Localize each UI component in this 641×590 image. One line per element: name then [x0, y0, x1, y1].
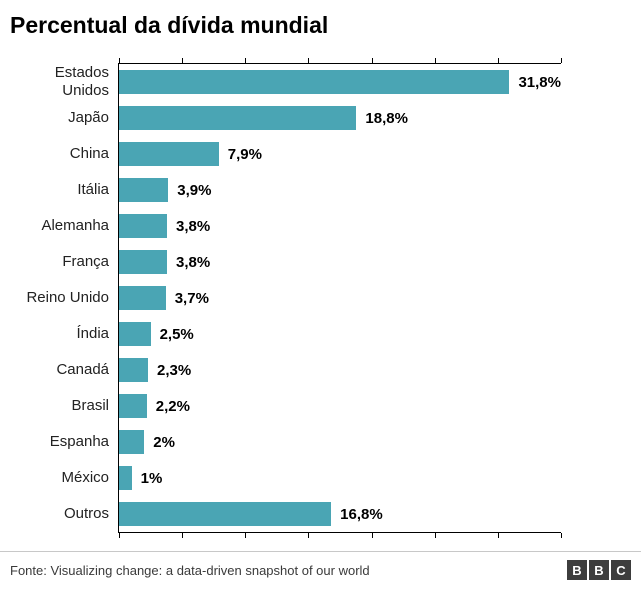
bar [119, 358, 149, 382]
axis-tick [119, 58, 120, 63]
chart-row: Canadá 2,3% [56, 352, 561, 388]
axis-tick [308, 58, 310, 63]
bbc-logo-block-b2: B [589, 560, 609, 580]
category-label: Brasil [71, 397, 109, 414]
category-label: Estados Unidos [54, 64, 109, 99]
chart-row: Índia 2,5% [76, 316, 561, 352]
value-label: 3,9% [177, 181, 212, 199]
bar [119, 394, 147, 418]
category-label: Itália [77, 181, 109, 198]
value-label: 2,3% [157, 361, 192, 379]
bar [119, 430, 145, 454]
bar [119, 178, 169, 202]
value-label: 3,8% [175, 217, 211, 235]
bbc-logo-block-c: C [611, 560, 631, 580]
axis-tick [434, 533, 436, 538]
axis-tick [497, 58, 499, 63]
chart-row: China 7,9% [70, 136, 561, 172]
axis-tick [182, 58, 184, 63]
category-label: Canadá [56, 361, 109, 378]
bar-chart: Estados Unidos 31,8% Japão 18,8% China 7,9% It… [0, 58, 641, 538]
axis-tick [497, 533, 499, 538]
value-label: 18,8% [365, 109, 408, 127]
bar [119, 322, 151, 346]
value-label: 3,8% [175, 253, 211, 271]
chart-row: Alemanha 3,8% [41, 208, 561, 244]
footer: Fonte: Visualizing change: a data-driven… [0, 551, 641, 580]
axis-tick [371, 533, 373, 538]
value-label: 2,5% [159, 325, 194, 343]
chart-row: Outros 16,8% [64, 496, 561, 532]
bbc-logo-block-b1: B [567, 560, 587, 580]
chart-rows: Estados Unidos 31,8% Japão 18,8% China 7,9% It… [26, 58, 562, 538]
axis-tick [561, 533, 562, 538]
value-label: 16,8% [340, 505, 383, 523]
axis-tick [119, 533, 120, 538]
category-label: Alemanha [41, 217, 109, 234]
chart-title: Percentual da dívida mundial [10, 12, 329, 38]
axis-tick [245, 533, 247, 538]
source-text: Fonte: Visualizing change: a data-driven… [10, 562, 370, 578]
category-label: Outros [63, 505, 109, 522]
axis-tick [182, 533, 184, 538]
axis-tick [561, 58, 562, 63]
value-label: 1% [140, 469, 163, 487]
chart-row: México 1% [61, 460, 561, 496]
value-label: 2% [153, 433, 175, 451]
category-label: Índia [76, 325, 109, 342]
chart-row: Japão 18,8% [68, 100, 561, 136]
category-label: Espanha [49, 433, 109, 450]
axis-tick [308, 533, 310, 538]
bar [119, 142, 219, 166]
chart-row: Estados Unidos 31,8% [55, 64, 561, 100]
value-label: 31,8% [518, 73, 561, 91]
chart-row: Itália 3,9% [77, 172, 561, 208]
bar [119, 502, 332, 526]
chart-row: Espanha 2% [50, 424, 561, 460]
chart-row: Brasil 2,2% [71, 388, 561, 424]
bbc-logo: B B C [567, 560, 631, 580]
bar [119, 106, 357, 130]
axis-tick [434, 58, 436, 63]
axis-tick [371, 58, 373, 63]
category-label: México [61, 469, 109, 486]
axis-tick [245, 58, 247, 63]
category-label: Reino Unido [26, 289, 109, 306]
value-label: 2,2% [155, 397, 190, 415]
chart-row: Reino Unido 3,7% [26, 280, 561, 316]
category-label: China [69, 145, 109, 162]
category-label: França [62, 253, 109, 270]
bar [119, 286, 166, 310]
value-label: 7,9% [227, 145, 262, 163]
category-label: Japão [68, 109, 109, 126]
bar [119, 466, 132, 490]
value-label: 3,7% [174, 289, 209, 307]
bar [119, 70, 510, 94]
bar [119, 250, 167, 274]
bar [119, 214, 167, 238]
chart-row: França 3,8% [62, 244, 561, 280]
